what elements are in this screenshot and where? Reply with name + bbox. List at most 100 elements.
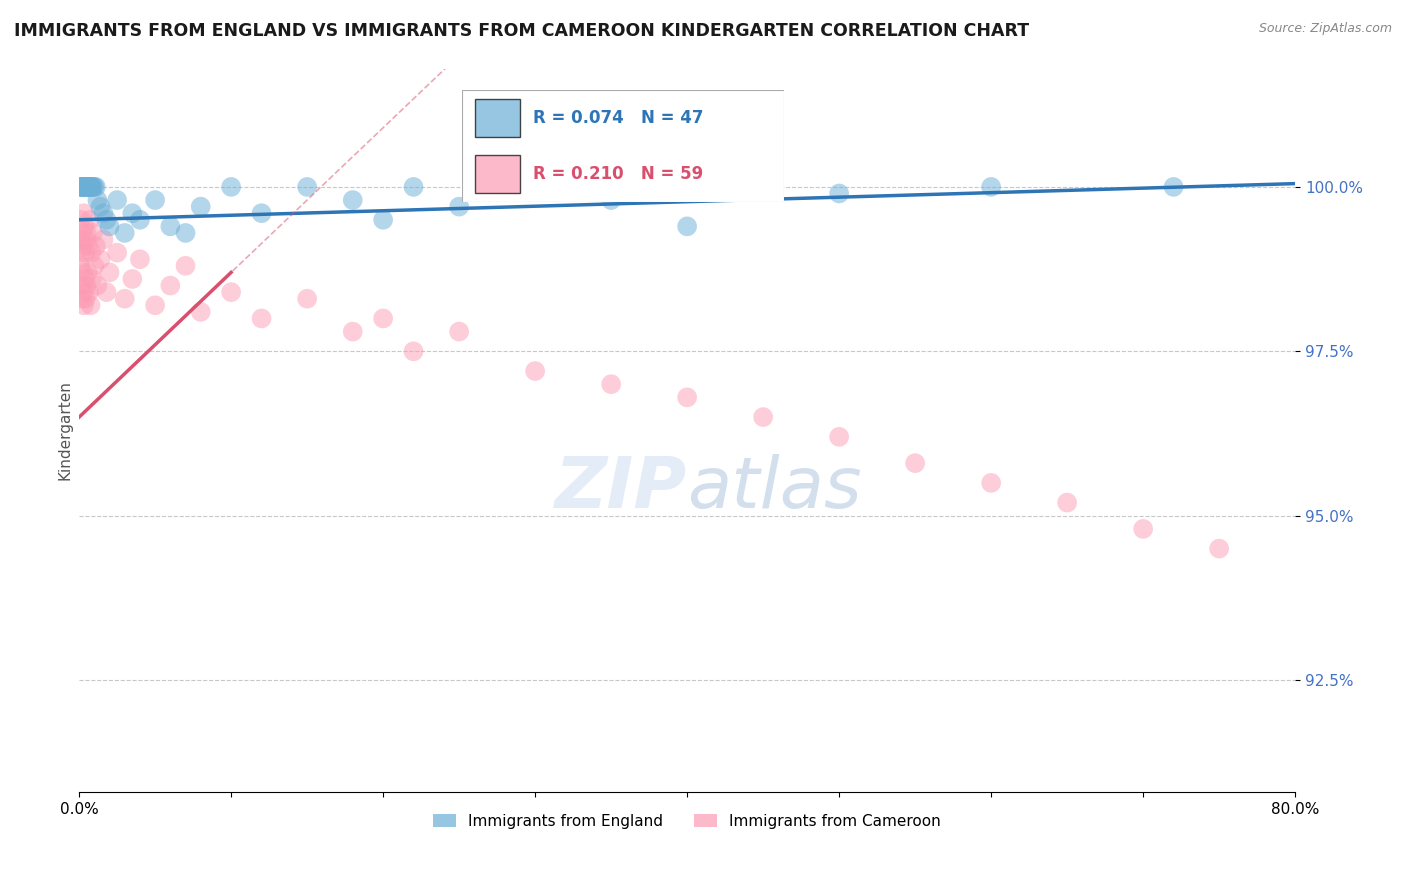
Point [105, 193, 128, 207]
Point [250, 311, 273, 326]
Point [121, 272, 143, 286]
Point [1163, 180, 1185, 194]
Point [980, 180, 1002, 194]
Point [77, 239, 100, 253]
Point [83, 259, 105, 273]
Point [828, 186, 851, 201]
Point [79, 212, 101, 227]
Point [79, 180, 101, 194]
Point [72, 239, 94, 253]
Point [121, 206, 143, 220]
Point [69, 212, 91, 227]
Point [77, 180, 100, 194]
Point [449, 200, 471, 214]
Point [676, 219, 699, 234]
Point [75, 180, 97, 194]
Point [69, 180, 91, 194]
Point [77, 285, 100, 299]
Point [70, 245, 93, 260]
Point [980, 475, 1002, 490]
Point [752, 180, 775, 194]
Point [69, 233, 91, 247]
Point [190, 305, 212, 319]
Point [1208, 541, 1230, 556]
Point [371, 311, 394, 326]
Point [69, 259, 91, 273]
Point [524, 364, 547, 378]
Point [75, 180, 97, 194]
Point [80, 180, 103, 194]
Point [143, 298, 166, 312]
Point [402, 344, 425, 359]
Point [70, 180, 93, 194]
Point [600, 193, 623, 207]
Point [84, 239, 107, 253]
Point [76, 265, 98, 279]
Text: IMMIGRANTS FROM ENGLAND VS IMMIGRANTS FROM CAMEROON KINDERGARTEN CORRELATION CHA: IMMIGRANTS FROM ENGLAND VS IMMIGRANTS FR… [14, 22, 1029, 40]
Point [524, 180, 547, 194]
Point [219, 285, 242, 299]
Point [82, 180, 104, 194]
Point [73, 180, 96, 194]
Point [114, 292, 136, 306]
Point [174, 226, 197, 240]
Point [72, 180, 94, 194]
Point [73, 180, 96, 194]
Point [72, 265, 94, 279]
Point [295, 292, 318, 306]
Point [73, 298, 96, 312]
Point [84, 180, 107, 194]
Point [98, 219, 121, 234]
Point [86, 193, 108, 207]
Legend: Immigrants from England, Immigrants from Cameroon: Immigrants from England, Immigrants from… [427, 807, 948, 835]
Point [342, 325, 364, 339]
Point [80, 272, 103, 286]
Point [600, 377, 623, 392]
Point [402, 180, 425, 194]
Point [159, 278, 181, 293]
Point [828, 430, 851, 444]
Point [295, 180, 318, 194]
Point [159, 219, 181, 234]
Point [96, 285, 118, 299]
Point [76, 180, 98, 194]
Point [73, 272, 96, 286]
Point [129, 212, 152, 227]
Point [93, 233, 115, 247]
Point [98, 265, 121, 279]
Point [752, 410, 775, 425]
Point [75, 233, 97, 247]
Point [190, 200, 212, 214]
Point [129, 252, 152, 267]
Point [89, 200, 111, 214]
Point [69, 180, 91, 194]
Point [79, 298, 101, 312]
Point [70, 226, 93, 240]
Point [105, 245, 128, 260]
Point [143, 193, 166, 207]
Text: Source: ZipAtlas.com: Source: ZipAtlas.com [1258, 22, 1392, 36]
Point [75, 278, 97, 293]
Point [904, 456, 927, 470]
Point [72, 285, 94, 299]
Point [342, 193, 364, 207]
Point [83, 180, 105, 194]
Point [174, 259, 197, 273]
Point [76, 180, 98, 194]
Text: ZIP: ZIP [555, 454, 688, 523]
Point [76, 226, 98, 240]
Point [82, 226, 104, 240]
Point [449, 325, 471, 339]
Point [70, 180, 93, 194]
Y-axis label: Kindergarten: Kindergarten [58, 380, 72, 480]
Point [80, 245, 103, 260]
Point [1132, 522, 1154, 536]
Point [1056, 495, 1078, 509]
Point [219, 180, 242, 194]
Point [70, 292, 93, 306]
Text: atlas: atlas [688, 454, 862, 523]
Point [96, 212, 118, 227]
Point [77, 180, 100, 194]
Point [70, 278, 93, 293]
Point [80, 180, 103, 194]
